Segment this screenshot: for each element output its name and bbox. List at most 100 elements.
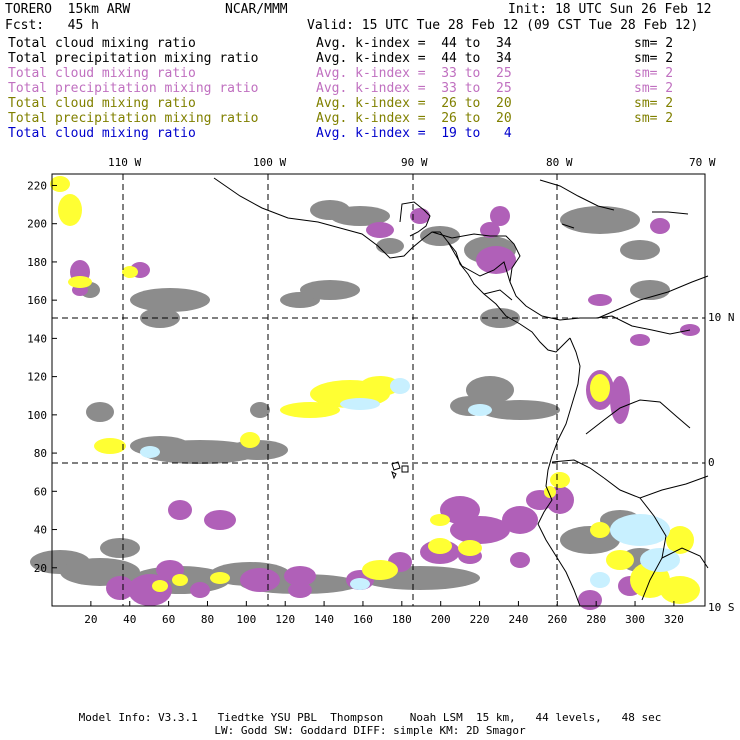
cloud-cell-gray — [86, 402, 114, 422]
y-tick-label: 200 — [27, 218, 47, 231]
cloud-cell-yellow — [590, 374, 610, 402]
y-tick-label: 140 — [27, 332, 47, 345]
cloud-cell-cyan — [468, 404, 492, 416]
map-border — [51, 173, 706, 607]
cloud-cell-yellow — [280, 402, 340, 418]
legend-smoothing: sm= 2 — [634, 36, 674, 51]
cloud-cell-purple — [610, 376, 630, 424]
border-central-america — [447, 241, 511, 283]
border-nicaragua — [483, 289, 513, 301]
lon-label-90w: 90 W — [401, 156, 428, 169]
x-tick-label: 120 — [275, 613, 295, 626]
cloud-cell-purple — [650, 218, 670, 234]
cloud-cell-yellow — [428, 538, 452, 554]
cloud-cell-purple — [204, 510, 236, 530]
cloud-cell-gray — [420, 226, 460, 246]
legend-row: Total cloud mixing ratio Avg. k-index = … — [0, 66, 740, 81]
cloud-cell-cyan — [140, 446, 160, 458]
cloud-cell-yellow — [122, 266, 138, 278]
cloud-cell-gray — [100, 538, 140, 558]
cloud-cell-cyan — [340, 398, 380, 410]
cloud-cell-purple — [410, 208, 430, 224]
forecast-hour: Fcst: 45 h — [5, 18, 99, 33]
cloud-cell-gray — [480, 308, 520, 328]
island-galapagos — [391, 461, 409, 480]
x-tick-label: 200 — [431, 613, 451, 626]
x-tick-label: 100 — [236, 613, 256, 626]
cloud-cell-yellow — [68, 276, 92, 288]
lat-lon-grid — [52, 174, 705, 606]
cloud-cell-purple — [284, 566, 316, 586]
cloud-cell-purple — [440, 496, 480, 524]
y-tick-label: 100 — [27, 409, 47, 422]
legend-field: Total cloud mixing ratio — [8, 96, 196, 111]
cloud-cell-yellow — [94, 438, 126, 454]
border-bolivia — [661, 547, 709, 569]
coastline-colombia-north — [597, 275, 709, 319]
model-title: TORERO 15km ARW — [5, 2, 131, 17]
cloud-cell-purple — [476, 246, 516, 274]
legend-kindex: Avg. k-index = 44 to 34 — [316, 51, 512, 66]
cloud-cell-purple — [630, 334, 650, 346]
coastline-caribbean — [431, 231, 691, 335]
cloud-cell-purple — [502, 506, 538, 534]
cloud-cell-purple — [240, 568, 280, 592]
x-tick-label: 260 — [547, 613, 567, 626]
x-tick-label: 220 — [470, 613, 490, 626]
cloud-cell-yellow — [360, 376, 400, 396]
lon-label-110w: 110 W — [108, 156, 142, 169]
cloud-cell-purple — [168, 500, 192, 520]
lon-label-100w: 100 W — [253, 156, 287, 169]
legend-row: Total precipitation mixing ratio Avg. k-… — [0, 51, 740, 66]
legend-kindex: Avg. k-index = 33 to 25 — [316, 81, 512, 96]
cloud-cell-yellow — [606, 550, 634, 570]
x-tick-label: 160 — [353, 613, 373, 626]
coastline-south-america — [537, 337, 581, 607]
legend-row: Total precipitation mixing ratio Avg. k-… — [0, 81, 740, 96]
cloud-cell-purple — [106, 576, 134, 600]
cloud-cell-yellow — [58, 194, 82, 226]
lon-label-80w: 80 W — [546, 156, 573, 169]
x-tick-label: 80 — [201, 613, 214, 626]
coastline-jamaica — [561, 223, 575, 229]
legend-field: Total precipitation mixing ratio — [8, 111, 259, 126]
cloud-fields — [30, 176, 700, 610]
legend-field: Total cloud mixing ratio — [8, 36, 196, 51]
model-info: Model Info: V3.3.1 Tiedtke YSU PBL Thomp… — [78, 711, 662, 724]
border-ecuador — [551, 459, 605, 479]
x-tick-label: 280 — [586, 613, 606, 626]
cloud-cell-purple — [510, 552, 530, 568]
init-time: Init: 18 UTC Sun 26 Feb 12 — [508, 2, 712, 17]
coastlines — [213, 177, 709, 607]
x-tick-label: 20 — [84, 613, 97, 626]
x-tick-label: 240 — [508, 613, 528, 626]
border-peru — [603, 475, 709, 499]
cloud-cell-cyan — [590, 572, 610, 588]
cloud-cell-yellow — [210, 572, 230, 584]
map-frame: 20 40 60 80 100 120 140 160 180 200 220 240 260 280 30… — [27, 173, 706, 626]
cloud-cell-purple — [480, 222, 500, 238]
y-tick-label: 220 — [27, 179, 47, 192]
legend-row: Total cloud mixing ratio Avg. k-index = … — [0, 36, 740, 51]
cloud-cell-gray — [480, 400, 560, 420]
y-tick-label: 40 — [34, 524, 47, 537]
organization: NCAR/MMM — [225, 2, 288, 17]
cloud-cell-purple — [288, 582, 312, 598]
cloud-cell-purple — [366, 222, 394, 238]
cloud-cell-gray — [140, 308, 180, 328]
legend-kindex: Avg. k-index = 44 to 34 — [316, 36, 512, 51]
legend-field: Total precipitation mixing ratio — [8, 81, 259, 96]
cloud-cell-yellow — [550, 472, 570, 488]
x-tick-label: 40 — [123, 613, 136, 626]
cloud-cell-gray — [250, 402, 270, 418]
y-tick-label: 20 — [34, 562, 47, 575]
coastline-mexico — [213, 177, 571, 353]
x-tick-label: 60 — [162, 613, 175, 626]
legend-smoothing: sm= 2 — [634, 81, 674, 96]
cloud-cell-purple — [588, 294, 612, 306]
x-tick-label: 300 — [625, 613, 645, 626]
legend-field: Total cloud mixing ratio — [8, 66, 196, 81]
cloud-cell-yellow — [172, 574, 188, 586]
physics-info: LW: Godd SW: Goddard DIFF: simple KM: 2D… — [214, 724, 526, 737]
